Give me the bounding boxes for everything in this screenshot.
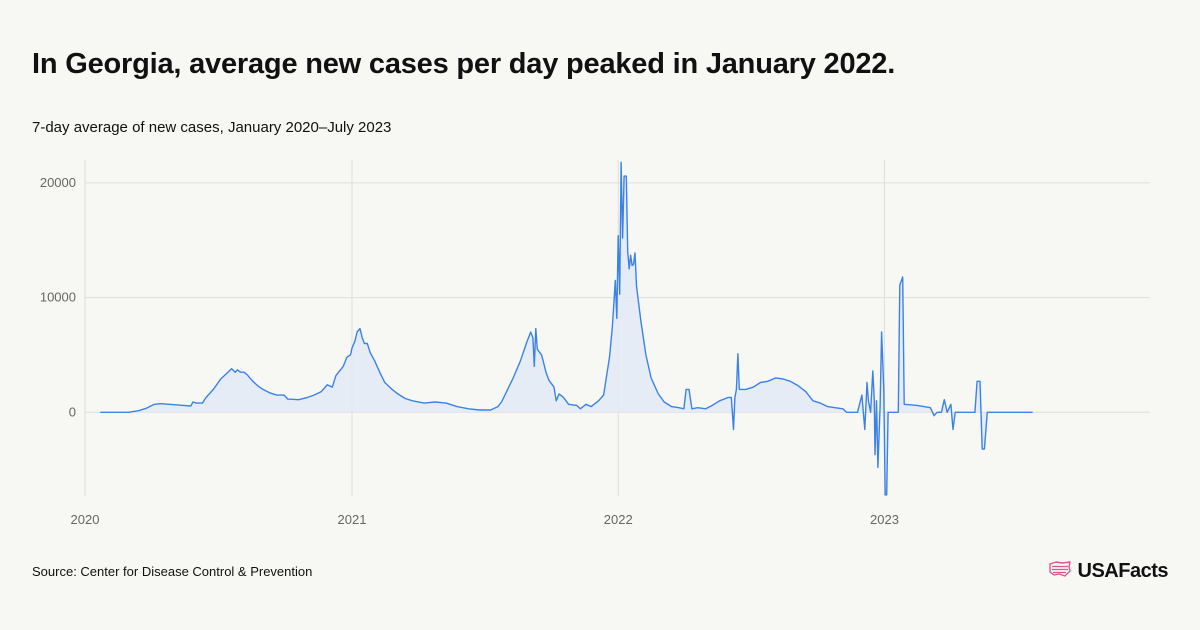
cases-line <box>100 161 1033 496</box>
y-axis-ticks: 0 10000 20000 <box>40 175 76 419</box>
chart-title: In Georgia, average new cases per day pe… <box>32 48 896 80</box>
x-tick-label: 2022 <box>604 512 633 527</box>
usafacts-logo[interactable]: USAFacts <box>1048 560 1169 583</box>
y-tick-label: 0 <box>69 404 76 419</box>
x-tick-label: 2021 <box>338 512 367 527</box>
x-tick-label: 2023 <box>870 512 899 527</box>
chart-subtitle: 7-day average of new cases, January 2020… <box>32 119 392 136</box>
y-tick-label: 20000 <box>40 175 76 190</box>
x-tick-label: 2020 <box>71 512 100 527</box>
x-axis-ticks: 2020 2021 2022 2023 <box>71 512 899 527</box>
brand-name: USAFacts <box>1077 560 1169 582</box>
source-note: Source: Center for Disease Control & Pre… <box>32 564 313 579</box>
cases-area-fill <box>100 162 1033 495</box>
chart-plot: 0 10000 20000 2020 2021 2022 2023 <box>40 160 1150 527</box>
y-tick-label: 10000 <box>40 290 76 305</box>
us-flag-map-icon <box>1048 560 1072 583</box>
